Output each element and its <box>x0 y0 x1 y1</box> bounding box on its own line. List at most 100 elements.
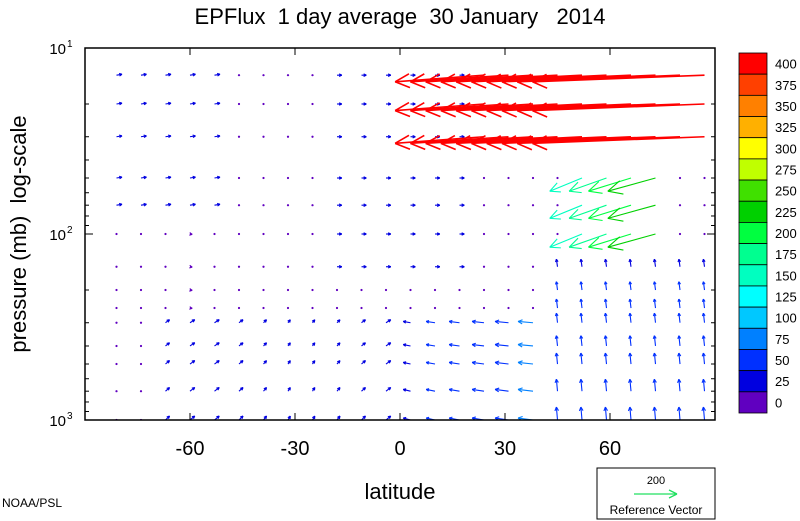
flux-vector <box>433 288 437 292</box>
flux-vector <box>287 342 291 347</box>
flux-vector <box>448 360 460 365</box>
flux-vector <box>213 288 216 292</box>
flux-vector <box>554 352 559 365</box>
flux-vector <box>652 378 657 392</box>
flux-vector <box>482 288 486 292</box>
flux-vector <box>410 264 416 269</box>
flux-vector <box>116 175 123 180</box>
flux-vector <box>238 386 244 392</box>
flux-vector <box>311 265 314 268</box>
colorbar-label: 225 <box>775 205 797 220</box>
flux-vector <box>507 306 510 310</box>
flux-vector <box>335 288 339 292</box>
flux-vector <box>214 101 221 106</box>
colorbar-label: 100 <box>775 311 797 326</box>
flux-vector <box>337 203 343 207</box>
flux-vector <box>189 202 196 207</box>
flux-vector <box>165 342 171 347</box>
flux-vector <box>531 288 535 292</box>
flux-vector <box>116 72 123 77</box>
flux-vector <box>568 204 607 221</box>
flux-vector <box>471 319 485 324</box>
flux-vector <box>549 177 583 193</box>
flux-vector <box>507 176 510 180</box>
flux-vector <box>531 306 535 310</box>
colorbar-label: 150 <box>775 268 797 283</box>
flux-vector <box>115 362 118 366</box>
flux-vector <box>287 319 291 324</box>
flux-vector <box>139 265 143 268</box>
flux-vector <box>603 312 608 323</box>
flux-vector <box>262 288 265 292</box>
flux-vector <box>494 319 509 325</box>
y-tick-exponent: 1 <box>67 39 73 50</box>
flux-vector <box>607 177 656 195</box>
flux-vector <box>603 352 608 365</box>
flux-vector <box>471 342 485 348</box>
flux-vector <box>554 312 559 323</box>
flux-vector <box>140 72 147 77</box>
flux-vector <box>603 298 608 309</box>
flux-vector <box>214 319 220 324</box>
flux-vector <box>237 74 241 77</box>
flux-vector <box>139 306 143 310</box>
colorbar-swatch <box>738 391 768 414</box>
flux-vector <box>115 306 118 310</box>
flux-vector <box>409 288 412 292</box>
flux-vector <box>603 281 608 291</box>
flux-vector <box>262 265 265 268</box>
flux-vector <box>652 406 657 420</box>
x-tick-label: -60 <box>176 438 205 460</box>
flux-vector <box>139 390 143 393</box>
flux-vector <box>189 232 193 236</box>
flux-vector <box>262 232 265 236</box>
flux-vector <box>410 102 416 106</box>
reference-vector-label: Reference Vector <box>610 503 703 517</box>
flux-vector <box>402 343 411 347</box>
flux-vector <box>410 232 416 236</box>
flux-vector <box>263 360 268 365</box>
flux-vector <box>237 102 241 106</box>
flux-vector <box>410 73 416 77</box>
flux-vector <box>532 73 705 89</box>
flux-vector <box>115 288 118 292</box>
flux-vector <box>214 134 221 139</box>
y-tick-exponent: 3 <box>67 411 73 422</box>
flux-vector <box>459 203 465 207</box>
flux-vector <box>311 232 314 236</box>
flux-vector <box>531 232 535 236</box>
flux-vector <box>703 176 706 180</box>
y-tick-label: 10 <box>49 413 66 430</box>
flux-vector <box>402 388 411 392</box>
flux-vector <box>448 342 460 347</box>
flux-vector <box>588 204 632 222</box>
flux-vector <box>482 204 486 207</box>
flux-vector <box>459 264 465 269</box>
flux-vector <box>394 101 485 118</box>
flux-vector <box>116 134 123 139</box>
flux-vector <box>455 73 583 89</box>
x-axis-label: latitude <box>365 479 436 504</box>
flux-vector <box>336 360 341 365</box>
flux-vector <box>385 342 392 347</box>
flux-vector <box>237 288 241 292</box>
flux-vector <box>140 134 147 139</box>
flux-vector <box>579 281 584 291</box>
flux-vector <box>311 306 314 310</box>
flux-vector <box>164 265 167 268</box>
flux-vector <box>482 232 486 236</box>
flux-vector <box>435 203 441 207</box>
flux-vector <box>459 232 465 236</box>
flux-vector <box>214 72 221 77</box>
flux-vector <box>165 202 172 207</box>
flux-vector <box>440 134 558 151</box>
flux-vector <box>394 73 485 89</box>
x-tick-label: -30 <box>281 438 310 460</box>
flux-vector <box>286 204 290 207</box>
vector-field <box>115 72 706 420</box>
flux-vector <box>361 134 367 139</box>
flux-vector <box>579 298 583 309</box>
flux-vector <box>628 312 633 323</box>
colorbar-swatch <box>738 200 768 223</box>
